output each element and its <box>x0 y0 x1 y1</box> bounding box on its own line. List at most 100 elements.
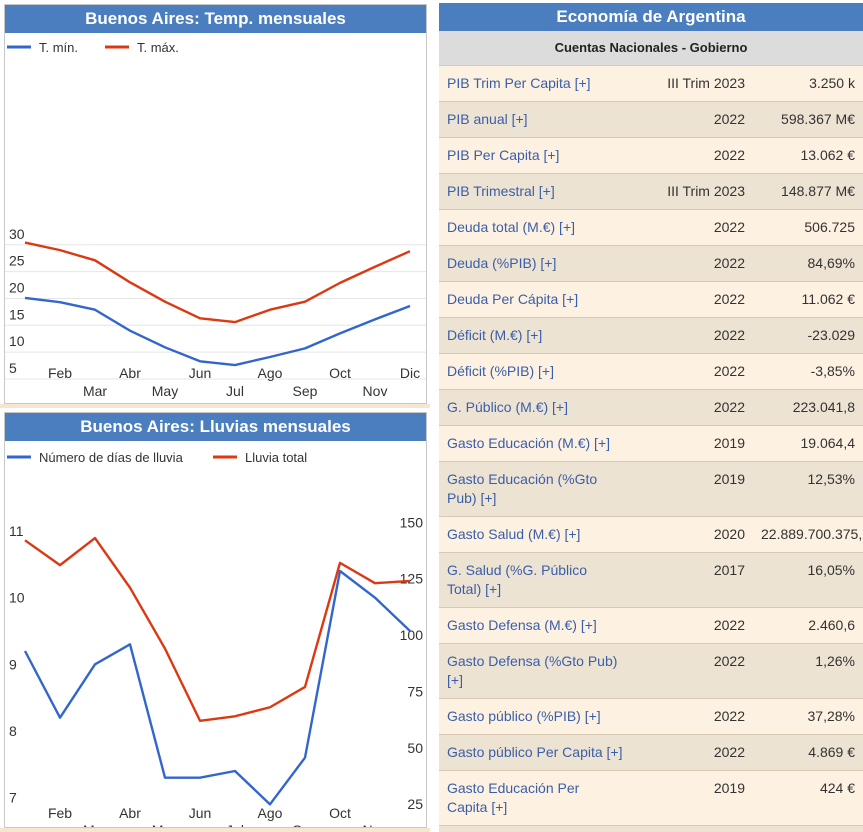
indicator-cell: Gasto Educación Per Capita [+] <box>439 770 631 826</box>
value-cell: 4.869 € <box>753 734 863 771</box>
panel-divider <box>0 828 430 832</box>
indicator-link[interactable]: Gasto público (%PIB) [+] <box>447 708 601 724</box>
table-row: Gasto Educación (%Gto Pub) [+] 2019 12,53% <box>439 461 863 517</box>
economy-table: PIB Trim Per Capita [+] III Trim 2023 3.25… <box>439 65 863 832</box>
legend-label-0: T. mín. <box>39 40 78 55</box>
y-left-tick-label: 8 <box>9 723 17 739</box>
economy-subheader: Cuentas Nacionales - Gobierno <box>439 31 863 65</box>
y-left-tick-label: 11 <box>9 523 24 539</box>
x-tick-label: Feb <box>48 365 72 381</box>
year-cell: III Trim 2023 <box>631 173 753 210</box>
indicator-link[interactable]: Gasto Defensa (M.€) [+] <box>447 617 597 633</box>
value-cell: 504 € <box>753 825 863 832</box>
value-cell: -23.029 <box>753 317 863 354</box>
indicator-link[interactable]: Deuda (%PIB) [+] <box>447 255 557 271</box>
indicator-cell: G. Público Salud Per <box>439 825 631 832</box>
value-cell: 3.250 k <box>753 65 863 102</box>
indicator-link[interactable]: Gasto Educación Per Capita [+] <box>447 780 580 815</box>
table-row: G. Público (M.€) [+] 2022 223.041,8 <box>439 389 863 426</box>
temperature-chart: T. mín. T. máx. 5 10 15 20 25 30 Feb Mar Abr May Jun… <box>5 40 426 399</box>
value-cell: 1,26% <box>753 643 863 699</box>
value-cell: 424 € <box>753 770 863 826</box>
x-tick-label: Sep <box>293 383 318 399</box>
value-cell: 22.889.700.375,6 <box>753 516 863 553</box>
indicator-link[interactable]: PIB Trim Per Capita [+] <box>447 75 591 91</box>
x-tick-label: Mar <box>83 383 107 399</box>
x-tick-label: Jun <box>189 365 212 381</box>
series-line-0 <box>24 296 411 367</box>
indicator-link[interactable]: Gasto Educación (%Gto Pub) [+] <box>447 471 598 506</box>
indicator-link[interactable]: PIB anual [+] <box>447 111 528 127</box>
year-cell: 2022 <box>631 643 753 699</box>
y-tick-label: 10 <box>9 333 25 349</box>
indicator-cell: G. Público (M.€) [+] <box>439 389 631 426</box>
y-tick-label: 30 <box>9 226 25 242</box>
indicator-link[interactable]: G. Público (M.€) [+] <box>447 399 568 415</box>
year-cell: 2017 <box>631 552 753 608</box>
indicator-link[interactable]: PIB Trimestral [+] <box>447 183 555 199</box>
table-row: PIB anual [+] 2022 598.367 M€ <box>439 101 863 138</box>
indicator-cell: Déficit (%PIB) [+] <box>439 353 631 390</box>
economy-panel: Economía de Argentina Cuentas Nacionales… <box>439 3 863 832</box>
y-right-tick-label: 50 <box>407 740 423 756</box>
year-cell: 2019 <box>631 425 753 462</box>
value-cell: 19.064,4 <box>753 425 863 462</box>
indicator-cell: Déficit (M.€) [+] <box>439 317 631 354</box>
year-cell: 2022 <box>631 317 753 354</box>
temperature-chart-panel: Buenos Aires: Temp. mensuales T. mín. T. … <box>4 4 427 404</box>
indicator-link[interactable]: Gasto público Per Capita [+] <box>447 744 623 760</box>
year-cell: 2020 <box>631 516 753 553</box>
table-row: PIB Trimestral [+] III Trim 2023 148.877 M… <box>439 173 863 210</box>
table-row: Gasto Defensa (%Gto Pub) [+] 2022 1,26% <box>439 643 863 699</box>
panel-divider <box>0 404 430 408</box>
x-tick-label: Sep <box>293 822 318 827</box>
year-cell: 2019 <box>631 461 753 517</box>
indicator-cell: PIB Per Capita [+] <box>439 137 631 174</box>
table-row: Gasto público Per Capita [+] 2022 4.869 € <box>439 734 863 771</box>
x-tick-label: Abr <box>119 365 141 381</box>
table-row: G. Público Salud Per2020504 € <box>439 825 863 832</box>
indicator-link[interactable]: Gasto Defensa (%Gto Pub) [+] <box>447 653 618 688</box>
indicator-cell: G. Salud (%G. Público Total) [+] <box>439 552 631 608</box>
year-cell: 2022 <box>631 698 753 735</box>
y-left-tick-label: 7 <box>9 790 17 806</box>
indicator-link[interactable]: Gasto Salud (M.€) [+] <box>447 526 581 542</box>
x-tick-label: Dic <box>400 365 420 381</box>
x-tick-label: Oct <box>329 365 351 381</box>
value-cell: 506.725 <box>753 209 863 246</box>
indicator-link[interactable]: Déficit (M.€) [+] <box>447 327 543 343</box>
y-right-tick-label: 100 <box>400 627 424 643</box>
indicator-link[interactable]: Deuda Per Cápita [+] <box>447 291 579 307</box>
x-tick-label: Ago <box>258 365 283 381</box>
indicator-link[interactable]: PIB Per Capita [+] <box>447 147 560 163</box>
y-right-tick-label: 25 <box>407 796 423 812</box>
indicator-link[interactable]: G. Salud (%G. Público Total) [+] <box>447 562 588 597</box>
table-row: Déficit (%PIB) [+] 2022 -3,85% <box>439 353 863 390</box>
year-cell: 2020 <box>631 825 753 832</box>
year-cell: 2022 <box>631 209 753 246</box>
indicator-link[interactable]: Gasto Educación (M.€) [+] <box>447 435 611 451</box>
rainfall-chart-panel: Buenos Aires: Lluvias mensuales Número d… <box>4 412 427 832</box>
temperature-chart-title: Buenos Aires: Temp. mensuales <box>5 5 426 33</box>
table-row: Gasto Salud (M.€) [+] 2020 22.889.700.375,… <box>439 516 863 553</box>
table-row: Gasto público (%PIB) [+] 2022 37,28% <box>439 698 863 735</box>
year-cell: 2022 <box>631 734 753 771</box>
indicator-cell: Deuda total (M.€) [+] <box>439 209 631 246</box>
x-tick-label: Feb <box>48 805 72 821</box>
x-tick-label: Nov <box>363 383 388 399</box>
y-right-tick-label: 125 <box>400 571 424 587</box>
x-tick-label: Nov <box>363 822 388 827</box>
table-row: Gasto Educación (M.€) [+] 2019 19.064,4 <box>439 425 863 462</box>
table-row: PIB Per Capita [+] 2022 13.062 € <box>439 137 863 174</box>
legend-label-1: T. máx. <box>137 40 179 55</box>
y-right-tick-label: 150 <box>400 514 424 530</box>
x-tick-label: May <box>152 822 178 827</box>
value-cell: 37,28% <box>753 698 863 735</box>
indicator-link[interactable]: Deuda total (M.€) [+] <box>447 219 576 235</box>
value-cell: 148.877 M€ <box>753 173 863 210</box>
indicator-cell: Gasto público (%PIB) [+] <box>439 698 631 735</box>
value-cell: 2.460,6 <box>753 607 863 644</box>
value-cell: 84,69% <box>753 245 863 282</box>
indicator-link[interactable]: Déficit (%PIB) [+] <box>447 363 554 379</box>
year-cell: 2022 <box>631 353 753 390</box>
